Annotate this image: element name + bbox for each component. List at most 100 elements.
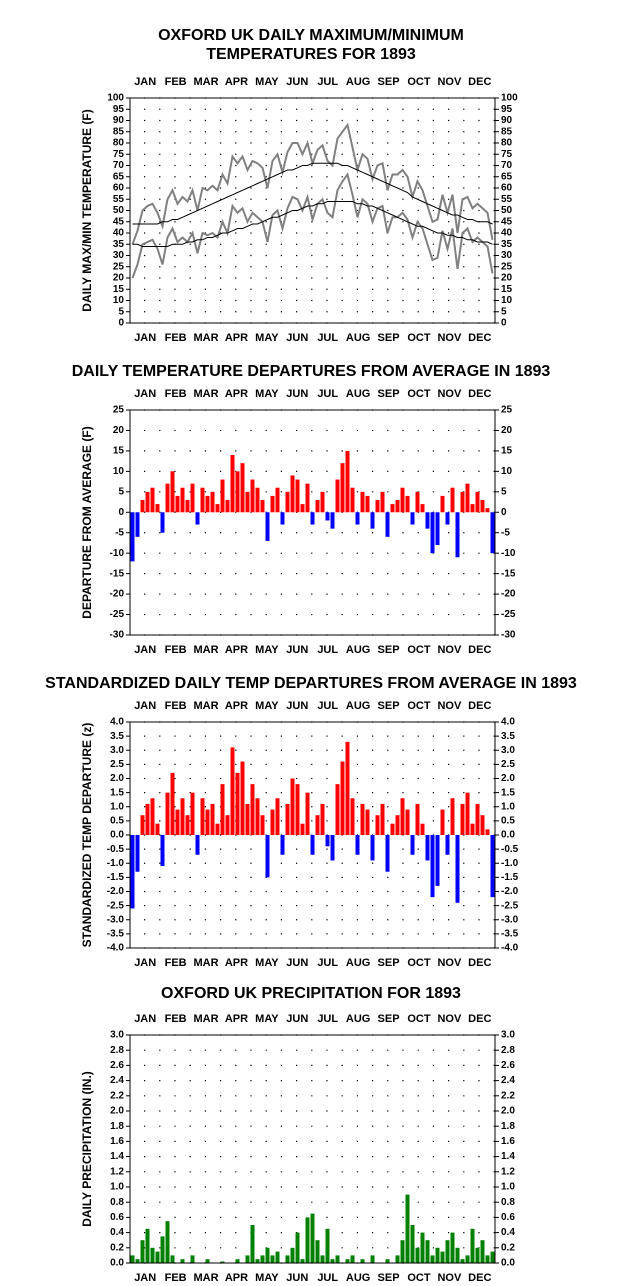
y-tick-label: 0 <box>501 318 507 329</box>
y-tick-label: 90 <box>501 115 513 126</box>
bar <box>275 1251 280 1263</box>
month-label: OCT <box>407 1013 431 1025</box>
bar <box>390 504 395 513</box>
y-tick-label: -4.0 <box>501 943 519 954</box>
month-label: JUN <box>286 76 308 88</box>
bar <box>385 835 390 872</box>
bar <box>330 1259 335 1263</box>
month-label: NOV <box>437 644 462 656</box>
month-label: JUL <box>317 76 338 88</box>
y-tick-label: -3.5 <box>501 929 519 940</box>
bar <box>450 487 455 513</box>
y-tick-label: 75 <box>501 149 513 160</box>
line <box>131 172 494 279</box>
bar <box>260 500 265 513</box>
bar <box>155 1251 160 1263</box>
bar <box>400 798 405 835</box>
month-label: OCT <box>407 700 431 712</box>
bar <box>170 1255 175 1263</box>
y-tick-label: 15 <box>113 446 125 457</box>
y-tick-label: 50 <box>113 205 125 216</box>
y-tick-label: -10 <box>110 548 125 559</box>
month-label: FEB <box>165 388 187 400</box>
month-label: SEP <box>378 388 400 400</box>
month-label: JUN <box>286 388 308 400</box>
bar <box>320 803 325 835</box>
bar <box>305 792 310 835</box>
y-tick-label: 1.8 <box>501 1121 515 1132</box>
y-tick-label: 0.0 <box>501 830 515 841</box>
bar <box>280 512 285 525</box>
month-label: JUL <box>317 957 338 969</box>
chart-title: DAILY TEMPERATURE DEPARTURES FROM AVERAG… <box>72 363 551 380</box>
y-axis-label: DEPARTURE FROM AVERAGE (F) <box>80 426 94 618</box>
bar <box>235 471 240 513</box>
bar <box>345 1259 350 1263</box>
bar <box>325 1228 330 1263</box>
bar <box>130 512 135 562</box>
y-tick-label: 15 <box>113 284 125 295</box>
bar <box>145 491 150 513</box>
month-label: FEB <box>165 644 187 656</box>
y-tick-label: 50 <box>501 205 513 216</box>
bar <box>285 491 290 513</box>
y-tick-label: -3.5 <box>107 929 125 940</box>
y-tick-label: 1.6 <box>110 1136 124 1147</box>
y-tick-label: 0.8 <box>110 1197 124 1208</box>
y-tick-label: 90 <box>113 115 125 126</box>
bar <box>440 809 445 835</box>
month-label: JUL <box>317 644 338 656</box>
month-label: MAR <box>194 1013 219 1025</box>
bar <box>280 835 285 855</box>
y-tick-label: 20 <box>113 273 125 284</box>
bar <box>450 1232 455 1263</box>
y-tick-label: -2.0 <box>107 886 125 897</box>
bar <box>230 747 235 835</box>
month-label: MAR <box>194 957 219 969</box>
month-label: JAN <box>134 332 156 344</box>
month-label: MAR <box>194 76 219 88</box>
bar <box>415 1247 420 1263</box>
month-label: APR <box>225 388 248 400</box>
bar <box>270 809 275 835</box>
y-tick-label: 2.2 <box>110 1090 124 1101</box>
y-tick-label: -3.0 <box>501 914 519 925</box>
bar <box>210 491 215 513</box>
bar <box>465 792 470 835</box>
month-label: SEP <box>378 1272 400 1284</box>
y-tick-label: 1.8 <box>110 1121 124 1132</box>
bar <box>355 512 360 525</box>
y-tick-label: 1.0 <box>501 801 515 812</box>
y-tick-label: 0.2 <box>501 1242 515 1253</box>
y-tick-label: 2.4 <box>501 1075 515 1086</box>
bar <box>295 479 300 513</box>
month-label: FEB <box>165 700 187 712</box>
y-tick-label: 4.0 <box>110 717 124 728</box>
bar <box>160 512 165 533</box>
y-axis-label: STANDARDIZED TEMP DEPARTURE (z) <box>80 723 94 948</box>
month-label: MAY <box>255 332 279 344</box>
bar <box>215 823 220 835</box>
bar <box>160 835 165 867</box>
y-tick-label: -25 <box>110 609 125 620</box>
y-tick-label: -3.0 <box>107 914 125 925</box>
y-tick-label: 25 <box>113 405 125 416</box>
month-label: JAN <box>134 957 156 969</box>
y-tick-label: 0.0 <box>110 1258 124 1269</box>
month-label: AUG <box>346 332 370 344</box>
bar <box>220 1261 225 1263</box>
bar <box>310 512 315 525</box>
y-tick-label: 1.0 <box>110 1182 124 1193</box>
bar <box>290 1247 295 1263</box>
y-tick-label: -30 <box>501 630 516 641</box>
bar <box>425 835 430 861</box>
y-tick-label: 0.0 <box>501 1258 515 1269</box>
bar <box>425 1240 430 1263</box>
y-tick-label: -1.5 <box>107 872 125 883</box>
y-tick-label: 55 <box>113 194 125 205</box>
y-tick-label: 3.0 <box>501 1030 515 1041</box>
bar <box>345 450 350 513</box>
bar <box>255 487 260 513</box>
month-label: MAR <box>194 700 219 712</box>
bar <box>415 803 420 835</box>
